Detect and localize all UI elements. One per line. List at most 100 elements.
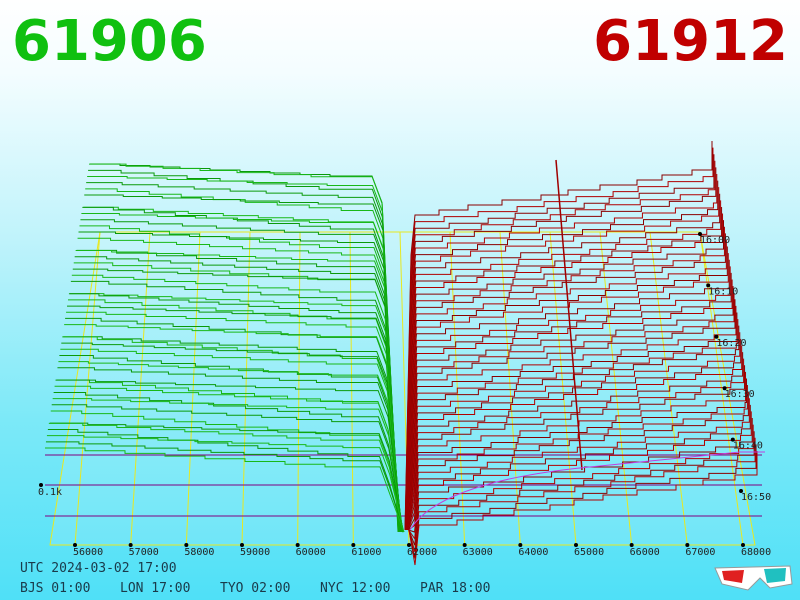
bid-curve [54, 385, 404, 533]
ask-curve [408, 424, 754, 541]
price-label: 66000 [630, 547, 660, 558]
time-dot [722, 386, 727, 391]
ask-curve [406, 266, 731, 531]
time-dot [714, 334, 719, 339]
bid-curve [62, 336, 403, 533]
ask-curve [406, 305, 737, 531]
bid-curve [75, 250, 401, 533]
bid-curve [45, 441, 405, 533]
ask-curve [405, 193, 721, 531]
ask-curve [407, 371, 747, 531]
bid-curve [63, 336, 403, 533]
ask-curve [406, 312, 738, 531]
ask-curve [404, 147, 714, 531]
grid-line [74, 231, 101, 546]
bid-curve [81, 213, 400, 533]
bid-curve [65, 317, 402, 533]
ask-curve [405, 233, 726, 531]
ask-curve [406, 272, 732, 531]
ask-curve [405, 206, 723, 531]
ask-curve [404, 173, 718, 531]
bid-curve [58, 361, 403, 533]
wall-line [555, 159, 583, 471]
ask-curve [408, 437, 756, 552]
grid-line [649, 231, 688, 546]
price-label: 65000 [574, 547, 604, 558]
bid-curve [70, 280, 402, 533]
bid-curve [72, 268, 401, 533]
bid-curve [45, 447, 405, 533]
grid-line [599, 231, 633, 546]
ask-curve [406, 299, 736, 531]
ask-curve [408, 444, 757, 559]
city-time: PAR 18:00 [420, 581, 490, 596]
tick-dot [295, 543, 300, 547]
bid-curve [55, 379, 404, 533]
city-time: BJS 01:00 [20, 581, 90, 596]
tick-dot [629, 543, 634, 547]
city-time: LON 17:00 [120, 581, 190, 596]
bid-curve [83, 206, 400, 533]
ask-curve [406, 286, 734, 531]
bid-curve [64, 324, 402, 533]
price-label: 64000 [518, 547, 548, 558]
tick-dot [574, 543, 578, 547]
grid-line [185, 231, 201, 546]
bid-curve [46, 435, 405, 533]
bid-curve [80, 219, 400, 533]
price-label: 68000 [741, 547, 771, 558]
grid-line [241, 231, 251, 546]
ask-curve [404, 141, 713, 531]
tick-dot [462, 543, 467, 547]
ask-curve [406, 292, 735, 531]
price-label: 58000 [184, 547, 214, 558]
bid-curve [84, 194, 400, 533]
ask-curve [405, 246, 728, 531]
bid-curve [53, 391, 404, 533]
tick-dot [741, 543, 745, 547]
grid-line [549, 231, 577, 546]
ask-curve [404, 160, 716, 531]
ask-curve [404, 154, 715, 531]
bid-curve [78, 231, 401, 533]
ask-curve [408, 431, 755, 546]
ask-curve [405, 253, 729, 531]
bid-curve [51, 404, 404, 533]
ask-curve [406, 279, 733, 531]
ask-curve [407, 352, 744, 531]
bid-curve [90, 163, 399, 533]
front-edge [409, 451, 765, 531]
bid-curve [66, 311, 402, 533]
bid-curve [52, 398, 404, 533]
ask-curve [408, 451, 758, 566]
ask-curve [407, 365, 746, 531]
bid-curve [59, 354, 403, 533]
ask-curve [406, 319, 739, 531]
bid-curve [69, 293, 402, 533]
ask-curve [407, 378, 747, 531]
ask-curve [405, 187, 720, 531]
ask-curve [407, 398, 750, 531]
ask-curve [405, 239, 727, 531]
tick-dot [128, 543, 133, 547]
price-label: 63000 [463, 547, 493, 558]
grid-line [349, 231, 354, 546]
bid-curve [87, 176, 399, 533]
ask-curve [407, 338, 742, 531]
tick-dot [351, 543, 356, 547]
depth-curves [45, 141, 765, 566]
tick-dot [240, 543, 244, 547]
axis-labels: 56000 57000 58000 59000 60000 61000 62000 63000… [73, 232, 771, 558]
bid-curve [67, 305, 402, 533]
ask-curve [407, 385, 748, 531]
price-label: 61000 [351, 547, 381, 558]
bid-curve [57, 367, 403, 533]
bid-curve [71, 274, 401, 533]
ask-curve [406, 332, 741, 531]
bid-curve [48, 422, 404, 533]
time-label: 16:50 [741, 492, 771, 503]
bid-curve [76, 249, 401, 533]
ask-curve [405, 220, 724, 531]
bid-curve [67, 299, 402, 533]
